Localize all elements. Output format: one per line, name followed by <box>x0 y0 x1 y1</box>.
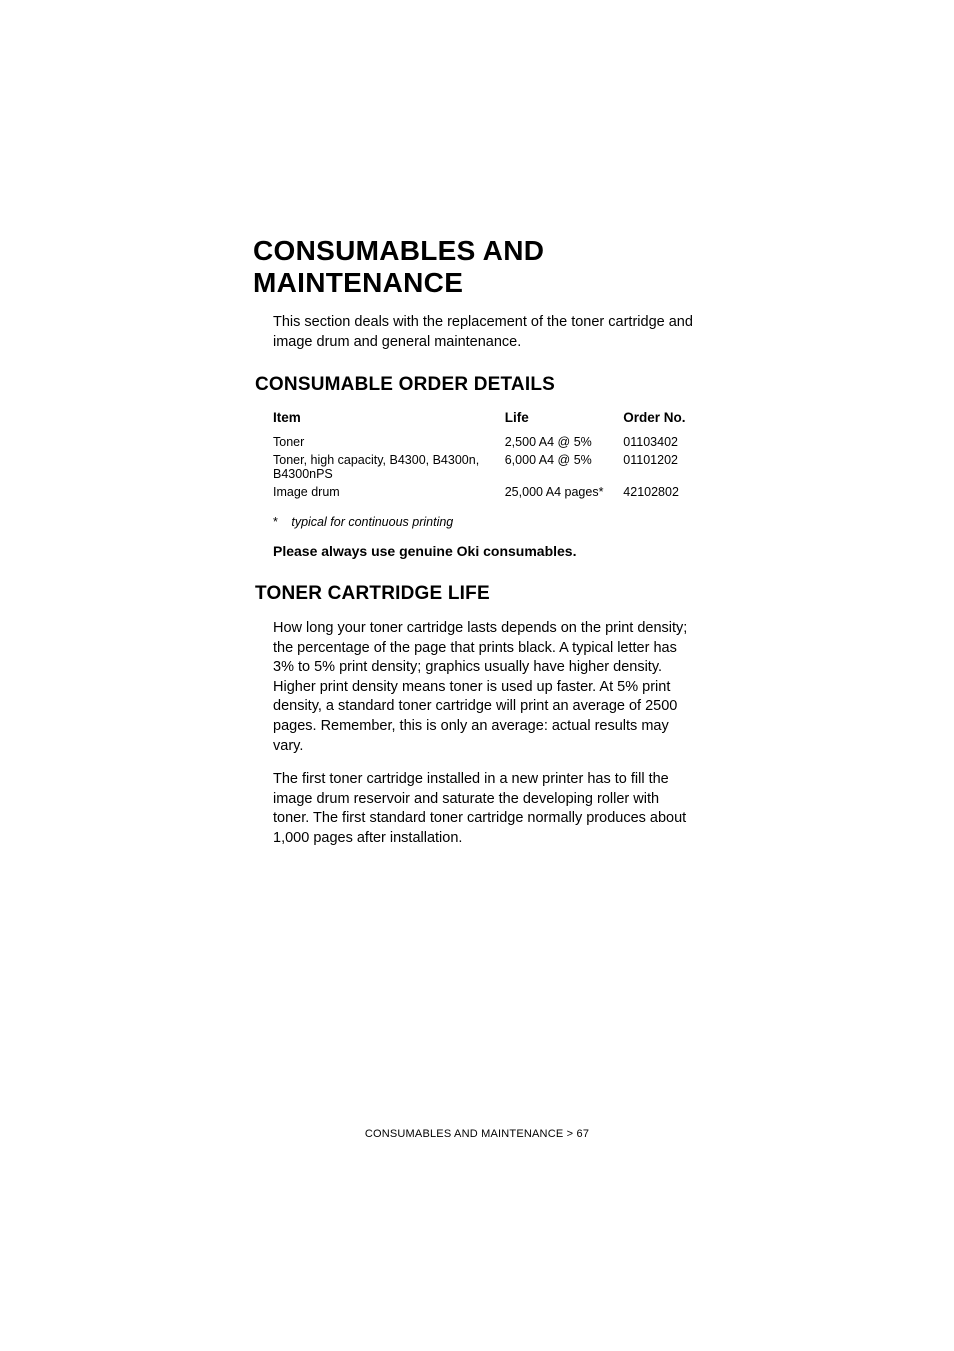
cell-life: 25,000 A4 pages* <box>505 485 624 503</box>
section-heading-consumable-order: CONSUMABLE ORDER DETAILS <box>255 374 695 396</box>
footnote-text: typical for continuous printing <box>291 515 453 529</box>
cell-item: Image drum <box>273 485 505 503</box>
table-row: Toner, high capacity, B4300, B4300n, B43… <box>273 453 703 485</box>
footnote-star: * <box>273 515 278 529</box>
table-row: Image drum 25,000 A4 pages* 42102802 <box>273 485 703 503</box>
col-header-order: Order No. <box>623 410 703 435</box>
page-title: CONSUMABLES AND MAINTENANCE <box>253 235 695 299</box>
body-paragraph: The first toner cartridge installed in a… <box>273 770 695 848</box>
table-header-row: Item Life Order No. <box>273 410 703 435</box>
body-paragraph: How long your toner cartridge lasts depe… <box>273 619 695 756</box>
intro-paragraph: This section deals with the replacement … <box>273 313 695 352</box>
section-heading-toner-life: TONER CARTRIDGE LIFE <box>255 583 695 605</box>
cell-life: 2,500 A4 @ 5% <box>505 435 624 453</box>
page-footer: CONSUMABLES AND MAINTENANCE > 67 <box>0 1128 954 1140</box>
col-header-item: Item <box>273 410 505 435</box>
col-header-life: Life <box>505 410 624 435</box>
cell-order: 01101202 <box>623 453 703 485</box>
cell-order: 01103402 <box>623 435 703 453</box>
cell-order: 42102802 <box>623 485 703 503</box>
cell-item: Toner, high capacity, B4300, B4300n, B43… <box>273 453 505 485</box>
consumables-table: Item Life Order No. Toner 2,500 A4 @ 5% … <box>273 410 695 503</box>
cell-item: Toner <box>273 435 505 453</box>
consumables-notice: Please always use genuine Oki consumable… <box>273 543 695 559</box>
footnote: * typical for continuous printing <box>273 515 695 529</box>
table-row: Toner 2,500 A4 @ 5% 01103402 <box>273 435 703 453</box>
cell-life: 6,000 A4 @ 5% <box>505 453 624 485</box>
